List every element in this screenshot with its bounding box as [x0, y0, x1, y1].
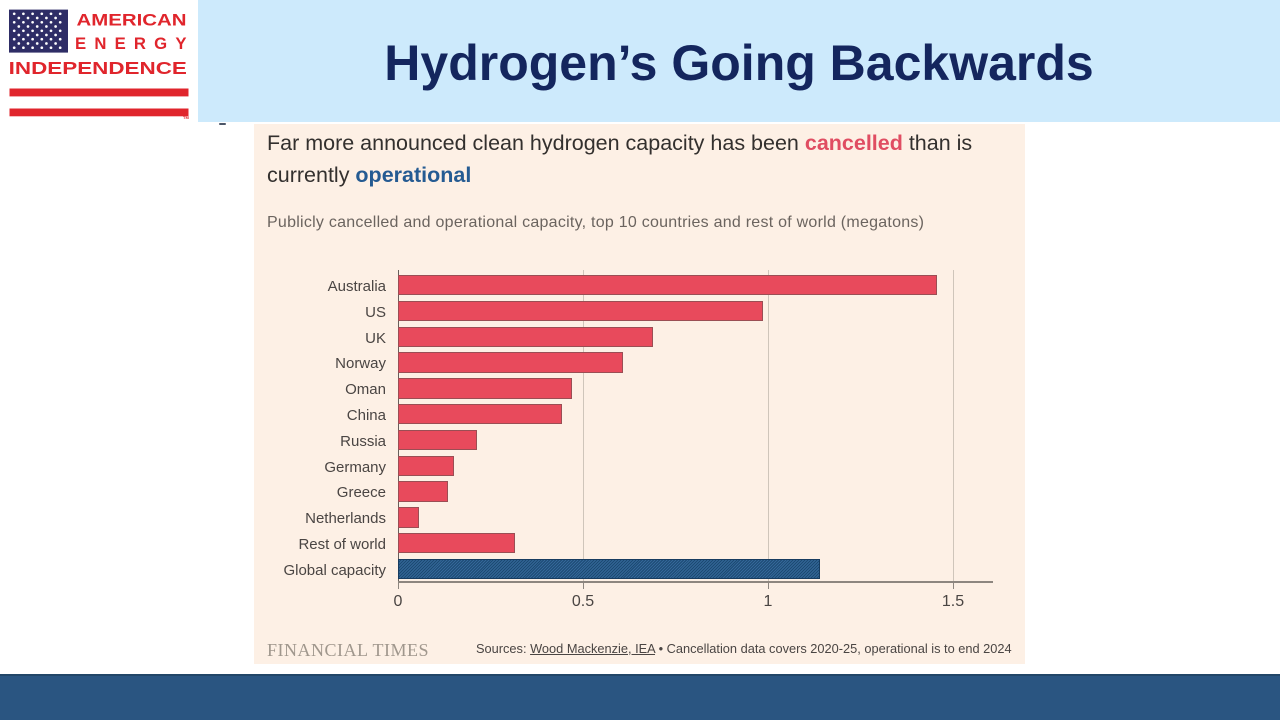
svg-text:ENERGY: ENERGY — [75, 34, 187, 53]
svg-text:AMERICAN: AMERICAN — [77, 10, 187, 29]
svg-text:INDEPENDENCE: INDEPENDENCE — [9, 58, 187, 78]
svg-text:TM: TM — [183, 115, 189, 120]
